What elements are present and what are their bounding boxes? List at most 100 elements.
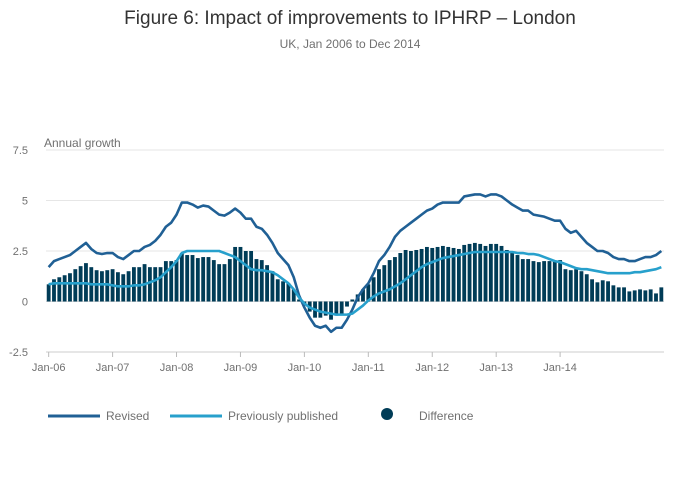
difference-bar xyxy=(57,277,62,302)
difference-bar xyxy=(179,253,184,302)
difference-bar xyxy=(494,243,499,302)
difference-bar xyxy=(350,299,355,302)
difference-bar xyxy=(100,271,104,302)
difference-bar xyxy=(425,246,429,302)
difference-bar xyxy=(142,264,147,302)
y-tick-label: 0 xyxy=(22,297,28,309)
difference-bar xyxy=(158,267,163,302)
y-tick-label: -2.5 xyxy=(9,347,28,359)
legend-revised: Revised xyxy=(48,409,149,423)
difference-bar xyxy=(323,301,328,316)
difference-bar xyxy=(318,301,323,318)
legend-difference: Difference xyxy=(381,408,474,423)
difference-bar xyxy=(190,255,195,302)
difference-bar xyxy=(297,299,301,302)
difference-bar xyxy=(403,249,408,302)
legend-swatch xyxy=(381,408,393,420)
difference-bar xyxy=(643,290,648,302)
difference-bars xyxy=(46,242,664,320)
difference-bar xyxy=(606,281,610,302)
difference-bar xyxy=(371,277,376,302)
difference-bar xyxy=(462,244,467,302)
difference-bar xyxy=(451,247,456,302)
difference-bar xyxy=(238,246,243,302)
difference-bar xyxy=(515,255,520,302)
difference-bar xyxy=(558,260,563,302)
difference-bar xyxy=(227,259,232,302)
difference-bar xyxy=(622,287,626,302)
y-tick-label: 2.5 xyxy=(13,246,28,258)
previously-published-line xyxy=(48,249,662,316)
chart-title: Figure 6: Impact of improvements to IPHR… xyxy=(124,8,576,29)
difference-bar xyxy=(270,271,275,302)
difference-bar xyxy=(398,253,403,302)
difference-bar xyxy=(169,261,174,302)
difference-bar xyxy=(211,260,216,302)
difference-bar xyxy=(393,257,397,302)
difference-bar xyxy=(552,261,557,302)
difference-bar xyxy=(222,264,227,302)
difference-bar xyxy=(430,247,435,302)
difference-bar xyxy=(174,260,179,302)
difference-bar xyxy=(520,259,525,302)
difference-bar xyxy=(275,279,280,302)
x-tick-label: Jan-13 xyxy=(479,362,513,374)
legend: Revised Previously published Difference xyxy=(48,408,474,423)
difference-bar xyxy=(382,265,387,302)
difference-bar xyxy=(62,275,67,302)
difference-bar xyxy=(654,293,658,302)
difference-bar xyxy=(345,301,349,307)
difference-bar xyxy=(163,261,168,302)
difference-bar xyxy=(590,279,594,302)
x-tick-label: Jan-06 xyxy=(32,362,66,374)
difference-bar xyxy=(46,284,51,302)
difference-bar xyxy=(68,273,72,302)
difference-bar xyxy=(73,269,78,302)
difference-bar xyxy=(243,251,248,302)
difference-bar xyxy=(446,246,451,302)
legend-label: Revised xyxy=(106,409,149,423)
difference-bar xyxy=(531,261,536,302)
difference-bar xyxy=(153,267,158,302)
difference-bar xyxy=(638,289,642,302)
difference-bar xyxy=(499,245,504,302)
difference-bar xyxy=(185,255,190,302)
difference-bar xyxy=(52,279,56,302)
difference-bar xyxy=(249,251,254,302)
difference-bar xyxy=(574,269,579,302)
difference-bar xyxy=(526,259,531,302)
legend-previously-published: Previously published xyxy=(170,409,338,423)
difference-bar xyxy=(361,289,365,302)
difference-bar xyxy=(195,258,200,302)
difference-bar xyxy=(568,270,573,302)
difference-bar xyxy=(254,259,259,302)
difference-bar xyxy=(339,301,344,314)
chart-subtitle: UK, Jan 2006 to Dec 2014 xyxy=(280,37,421,51)
difference-bar xyxy=(478,243,483,302)
difference-bar xyxy=(291,289,296,302)
difference-bar xyxy=(584,274,589,302)
difference-bar xyxy=(286,283,291,302)
x-tick-label: Jan-10 xyxy=(288,362,322,374)
difference-bar xyxy=(504,249,509,302)
difference-bar xyxy=(147,267,152,302)
y-tick-label: 5 xyxy=(22,196,28,208)
difference-bar xyxy=(627,291,632,302)
difference-bar xyxy=(632,290,637,302)
difference-bar xyxy=(536,262,541,302)
difference-bar xyxy=(377,269,381,302)
series-lines xyxy=(47,193,663,334)
difference-bar xyxy=(547,261,552,302)
difference-bar xyxy=(616,287,621,302)
difference-bar xyxy=(483,245,488,302)
difference-bar xyxy=(366,284,371,302)
difference-bar xyxy=(659,287,664,302)
x-tick-label: Jan-11 xyxy=(352,362,385,374)
difference-bar xyxy=(265,265,270,302)
y-axis-label: Annual growth xyxy=(44,136,121,150)
difference-bar xyxy=(542,261,547,302)
revised-line xyxy=(47,193,663,334)
difference-bar xyxy=(414,249,419,302)
legend-label: Previously published xyxy=(228,409,338,423)
